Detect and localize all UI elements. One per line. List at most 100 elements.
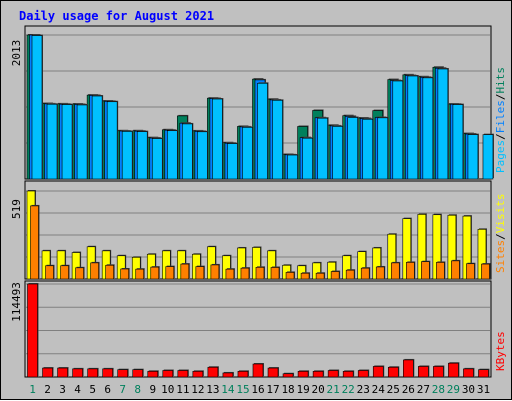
pages-bar xyxy=(392,80,404,180)
pages-bar xyxy=(482,134,494,180)
panel-bottom-max-label: 114493 xyxy=(10,282,23,322)
pages-bar xyxy=(302,137,313,180)
day-label: 1 xyxy=(29,383,36,396)
day-label: 21 xyxy=(327,383,340,396)
kbytes-bar xyxy=(478,369,489,378)
sites-bar xyxy=(360,267,370,280)
kbytes-bar xyxy=(162,370,174,378)
pages-bar xyxy=(151,138,163,180)
kbytes-bar xyxy=(57,367,68,378)
pages-bar xyxy=(422,77,434,180)
legend-entry: KBytes xyxy=(494,331,507,371)
day-label: 16 xyxy=(251,383,264,396)
sites-bar xyxy=(120,268,129,280)
kbytes-bar xyxy=(372,366,384,378)
day-label: 2 xyxy=(44,383,51,396)
day-label: 11 xyxy=(176,383,189,396)
day-label: 29 xyxy=(447,383,460,396)
kbytes-bar xyxy=(192,371,204,378)
sites-bar xyxy=(195,266,205,280)
sites-bar xyxy=(451,260,460,280)
kbytes-bar xyxy=(42,367,53,378)
panel-middle-max-label: 519 xyxy=(10,199,23,219)
pages-bar xyxy=(452,104,464,180)
sites-bar xyxy=(75,267,84,280)
day-label: 22 xyxy=(342,383,355,396)
pages-bar xyxy=(407,75,419,180)
day-label: 25 xyxy=(387,383,400,396)
legend-entry: / xyxy=(494,233,507,240)
pages-bar xyxy=(136,131,148,180)
day-label: 12 xyxy=(191,383,204,396)
day-label: 18 xyxy=(281,383,294,396)
chart-title: Daily usage for August 2021 xyxy=(19,9,214,23)
kbytes-bar xyxy=(252,363,264,378)
kbytes-bar xyxy=(403,359,414,378)
kbytes-bar xyxy=(433,366,444,378)
kbytes-bar xyxy=(463,368,474,378)
legend-entry: Visits xyxy=(494,194,507,234)
sites-bar xyxy=(421,261,430,280)
day-label: 10 xyxy=(161,383,174,396)
sites-bar xyxy=(285,272,295,280)
pages-bar xyxy=(467,134,479,180)
kbytes-bar xyxy=(87,368,98,378)
pages-bar xyxy=(46,103,58,180)
pages-bar xyxy=(76,104,88,180)
sites-bar xyxy=(210,264,220,280)
day-label: 3 xyxy=(59,383,66,396)
kbytes-bar xyxy=(117,369,128,378)
pages-bar xyxy=(257,82,268,180)
pages-bar xyxy=(182,123,193,180)
day-label: 28 xyxy=(432,383,445,396)
kbytes-bar xyxy=(297,371,309,378)
sites-bar xyxy=(150,266,160,280)
sites-bar xyxy=(255,267,265,280)
pages-bar xyxy=(347,117,358,180)
pages-bar xyxy=(61,104,73,180)
legend-entry: Hits xyxy=(494,67,507,94)
day-label: 27 xyxy=(417,383,430,396)
pages-bar xyxy=(166,130,178,180)
day-label: 4 xyxy=(74,383,81,396)
pages-bar xyxy=(287,154,298,180)
kbytes-bar xyxy=(418,366,429,378)
pages-bar xyxy=(332,126,343,180)
pages-bar xyxy=(91,95,103,180)
kbytes-bar xyxy=(357,370,369,378)
kbytes-bar xyxy=(102,368,113,378)
pages-bar xyxy=(377,117,389,180)
pages-bar xyxy=(272,100,283,180)
kbytes-bar xyxy=(27,283,38,378)
sites-bar xyxy=(165,266,175,280)
sites-bar xyxy=(375,266,385,280)
sites-bar xyxy=(300,272,310,280)
kbytes-bar xyxy=(132,369,144,378)
pages-bar xyxy=(212,98,223,180)
kbytes-bar xyxy=(327,370,339,378)
sites-bar xyxy=(466,263,475,280)
day-label: 19 xyxy=(296,383,309,396)
legend-entry: Pages xyxy=(494,140,507,173)
sites-bar xyxy=(436,262,445,280)
day-label: 23 xyxy=(357,383,370,396)
sites-bar xyxy=(30,205,39,280)
kbytes-bar xyxy=(207,366,219,378)
kbytes-bar xyxy=(147,371,159,378)
legend-entry: / xyxy=(494,133,507,140)
pages-bar xyxy=(362,118,374,180)
sites-bar xyxy=(315,272,325,280)
sites-bar xyxy=(180,263,190,280)
pages-bar xyxy=(31,35,43,180)
sites-bar xyxy=(225,268,235,280)
day-label: 7 xyxy=(119,383,126,396)
sites-bar xyxy=(90,262,99,280)
panel-middle-legend: Sites/Visits xyxy=(494,194,507,274)
pages-bar xyxy=(197,131,208,180)
panel-top-max-label: 2013 xyxy=(10,40,23,67)
sites-bar xyxy=(345,269,355,280)
day-label: 5 xyxy=(89,383,96,396)
legend-entry: Files xyxy=(494,100,507,133)
